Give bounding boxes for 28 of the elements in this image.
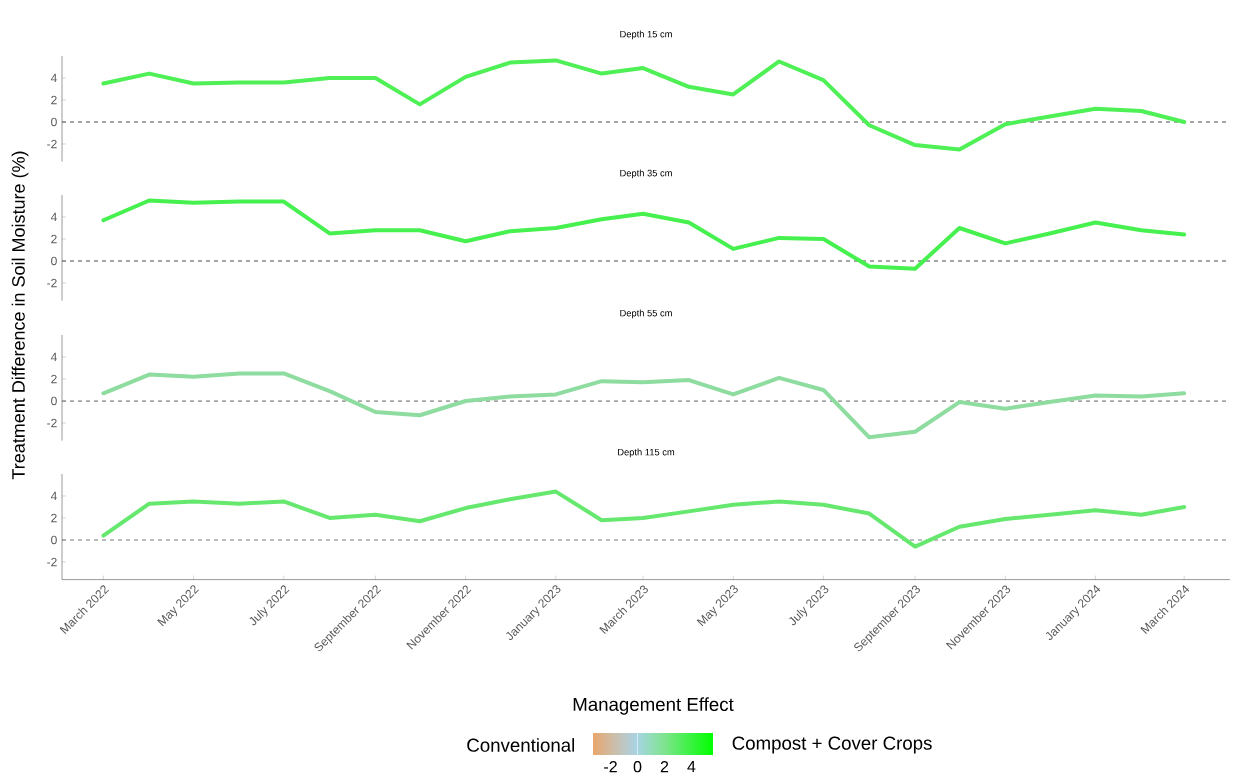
y-tick-label: -2: [47, 139, 57, 149]
y-tick-label: 0: [51, 117, 57, 127]
color-bar-label: 4: [687, 761, 696, 773]
y-tick-label: 2: [51, 374, 57, 384]
chart-title: Depth 115 cm: [618, 448, 675, 458]
chart-title: Depth 15 cm: [620, 30, 672, 40]
y-axis-title: Treatment Difference in Soil Moisture (%): [11, 151, 29, 480]
chart-title: Depth 55 cm: [620, 309, 672, 319]
chart-title: Depth 35 cm: [620, 169, 672, 179]
color-bar-title: Management Effect: [573, 697, 734, 715]
y-tick-label: 4: [50, 491, 57, 501]
color-bar-label: -2: [604, 761, 617, 773]
text: Compost + Cover Crops: [732, 736, 932, 754]
color-bar-label: 2: [660, 761, 669, 773]
y-tick-label: 2: [51, 234, 57, 244]
y-tick-label: -2: [47, 557, 57, 567]
y-tick-label: -2: [47, 278, 57, 288]
y-tick-label: 0: [51, 396, 57, 406]
y-tick-label: 2: [51, 95, 57, 105]
y-tick-label: 0: [51, 535, 57, 545]
y-tick-label: 4: [50, 212, 57, 222]
color-bar-label: 0: [633, 761, 642, 773]
y-tick-label: 4: [50, 73, 57, 83]
y-tick-label: 0: [51, 256, 57, 266]
text: Conventional: [467, 738, 575, 752]
y-tick-label: 2: [51, 513, 57, 523]
y-tick-label: -2: [47, 418, 57, 428]
y-tick-label: 4: [50, 352, 57, 362]
